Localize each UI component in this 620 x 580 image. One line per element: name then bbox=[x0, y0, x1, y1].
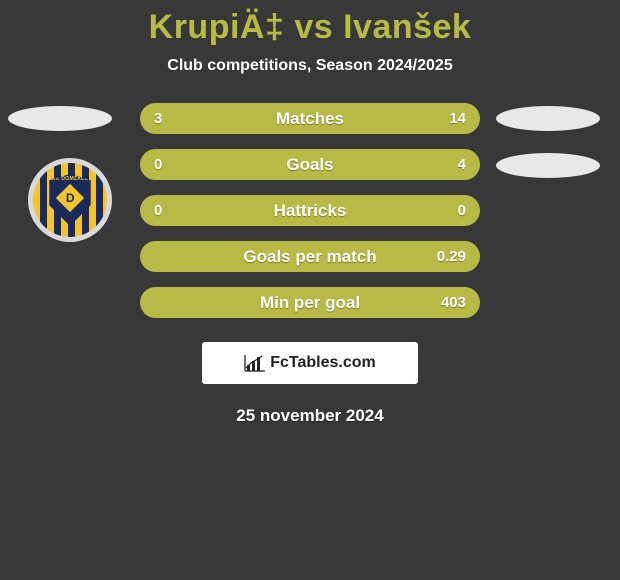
brand-text: FcTables.com bbox=[270, 354, 376, 372]
shield-icon: NK DOMŽALE bbox=[47, 174, 93, 226]
stat-row-goals-per-match: Goals per match 0.29 bbox=[140, 241, 480, 272]
stat-right: 0 bbox=[458, 202, 466, 219]
stat-left: 3 bbox=[154, 110, 162, 127]
stat-row-hattricks: 0 Hattricks 0 bbox=[140, 195, 480, 226]
stat-right: 0.29 bbox=[437, 248, 466, 265]
stat-row-matches: 3 Matches 14 bbox=[140, 103, 480, 134]
ellipse-placeholder bbox=[496, 106, 600, 131]
brand-link[interactable]: FcTables.com bbox=[202, 342, 418, 384]
stat-label: Goals per match bbox=[243, 247, 376, 267]
stat-row-goals: 0 Goals 4 bbox=[140, 149, 480, 180]
subtitle: Club competitions, Season 2024/2025 bbox=[0, 57, 620, 75]
stat-left: 0 bbox=[154, 202, 162, 219]
stat-row-min-per-goal: Min per goal 403 bbox=[140, 287, 480, 318]
club-badge: NK DOMŽALE bbox=[28, 158, 112, 242]
stat-label: Goals bbox=[286, 155, 333, 175]
page-title: KrupiÄ‡ vs Ivanšek bbox=[0, 0, 620, 47]
shield-d-icon bbox=[56, 184, 84, 212]
stat-label: Min per goal bbox=[260, 293, 360, 313]
stat-right: 14 bbox=[449, 110, 466, 127]
stat-label: Matches bbox=[276, 109, 344, 129]
ellipse-placeholder bbox=[496, 153, 600, 178]
bar-chart-icon bbox=[244, 354, 266, 372]
stats-container: NK DOMŽALE 3 Matches 14 0 Goals 4 0 Hatt… bbox=[0, 103, 620, 318]
club-badge-inner: NK DOMŽALE bbox=[33, 163, 107, 237]
stat-right: 4 bbox=[458, 156, 466, 173]
stat-label: Hattricks bbox=[274, 201, 347, 221]
ellipse-placeholder bbox=[8, 106, 112, 131]
date-label: 25 november 2024 bbox=[0, 406, 620, 426]
shield-text: NK DOMŽALE bbox=[47, 176, 93, 182]
stat-left: 0 bbox=[154, 156, 162, 173]
stat-right: 403 bbox=[441, 294, 466, 311]
